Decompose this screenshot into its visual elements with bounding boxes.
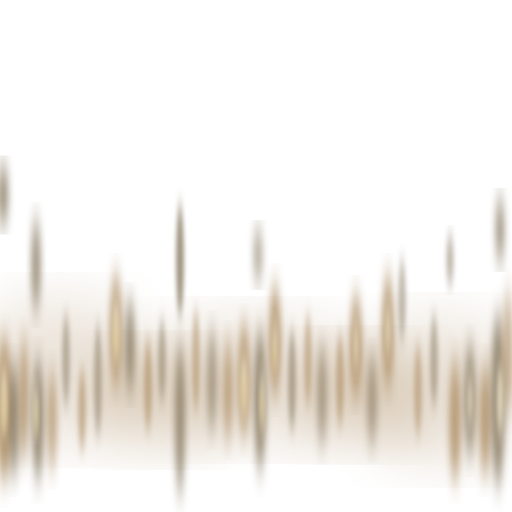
streak	[317, 345, 327, 445]
streak	[144, 340, 152, 430]
streak-glow	[260, 390, 264, 426]
haze-blob	[80, 350, 240, 450]
streak	[495, 200, 505, 260]
streak-layer	[0, 167, 512, 495]
streak	[175, 345, 185, 495]
streak	[336, 335, 344, 425]
streak	[158, 320, 166, 400]
streak	[479, 365, 491, 475]
streak	[253, 230, 263, 280]
streak	[503, 290, 512, 410]
streak	[176, 205, 184, 315]
streak	[398, 260, 406, 340]
streak-highlight	[386, 305, 390, 355]
streak	[223, 340, 233, 440]
streak	[32, 360, 44, 480]
streak-glow	[273, 338, 277, 368]
streak	[62, 315, 70, 405]
streak	[192, 310, 200, 410]
streak-highlight	[497, 365, 503, 435]
streak	[367, 355, 377, 445]
streak	[414, 345, 422, 435]
streak	[31, 220, 41, 310]
streak-glow	[241, 375, 247, 411]
streak	[19, 340, 29, 460]
streak	[207, 330, 217, 430]
streak	[125, 300, 135, 390]
streak	[288, 330, 296, 430]
streak	[304, 315, 312, 405]
streak-glow	[34, 403, 38, 433]
streak-highlight	[354, 320, 358, 370]
streak	[430, 315, 438, 405]
streak	[94, 325, 102, 435]
streak	[0, 167, 9, 223]
streak-highlight	[468, 375, 472, 425]
streak-glow	[113, 320, 119, 356]
streak	[446, 235, 454, 285]
highlight-layer	[1, 300, 503, 435]
streak	[78, 370, 86, 450]
streak	[449, 360, 461, 480]
streak	[47, 370, 57, 470]
streak	[8, 365, 20, 475]
streak-glow	[1, 387, 7, 429]
